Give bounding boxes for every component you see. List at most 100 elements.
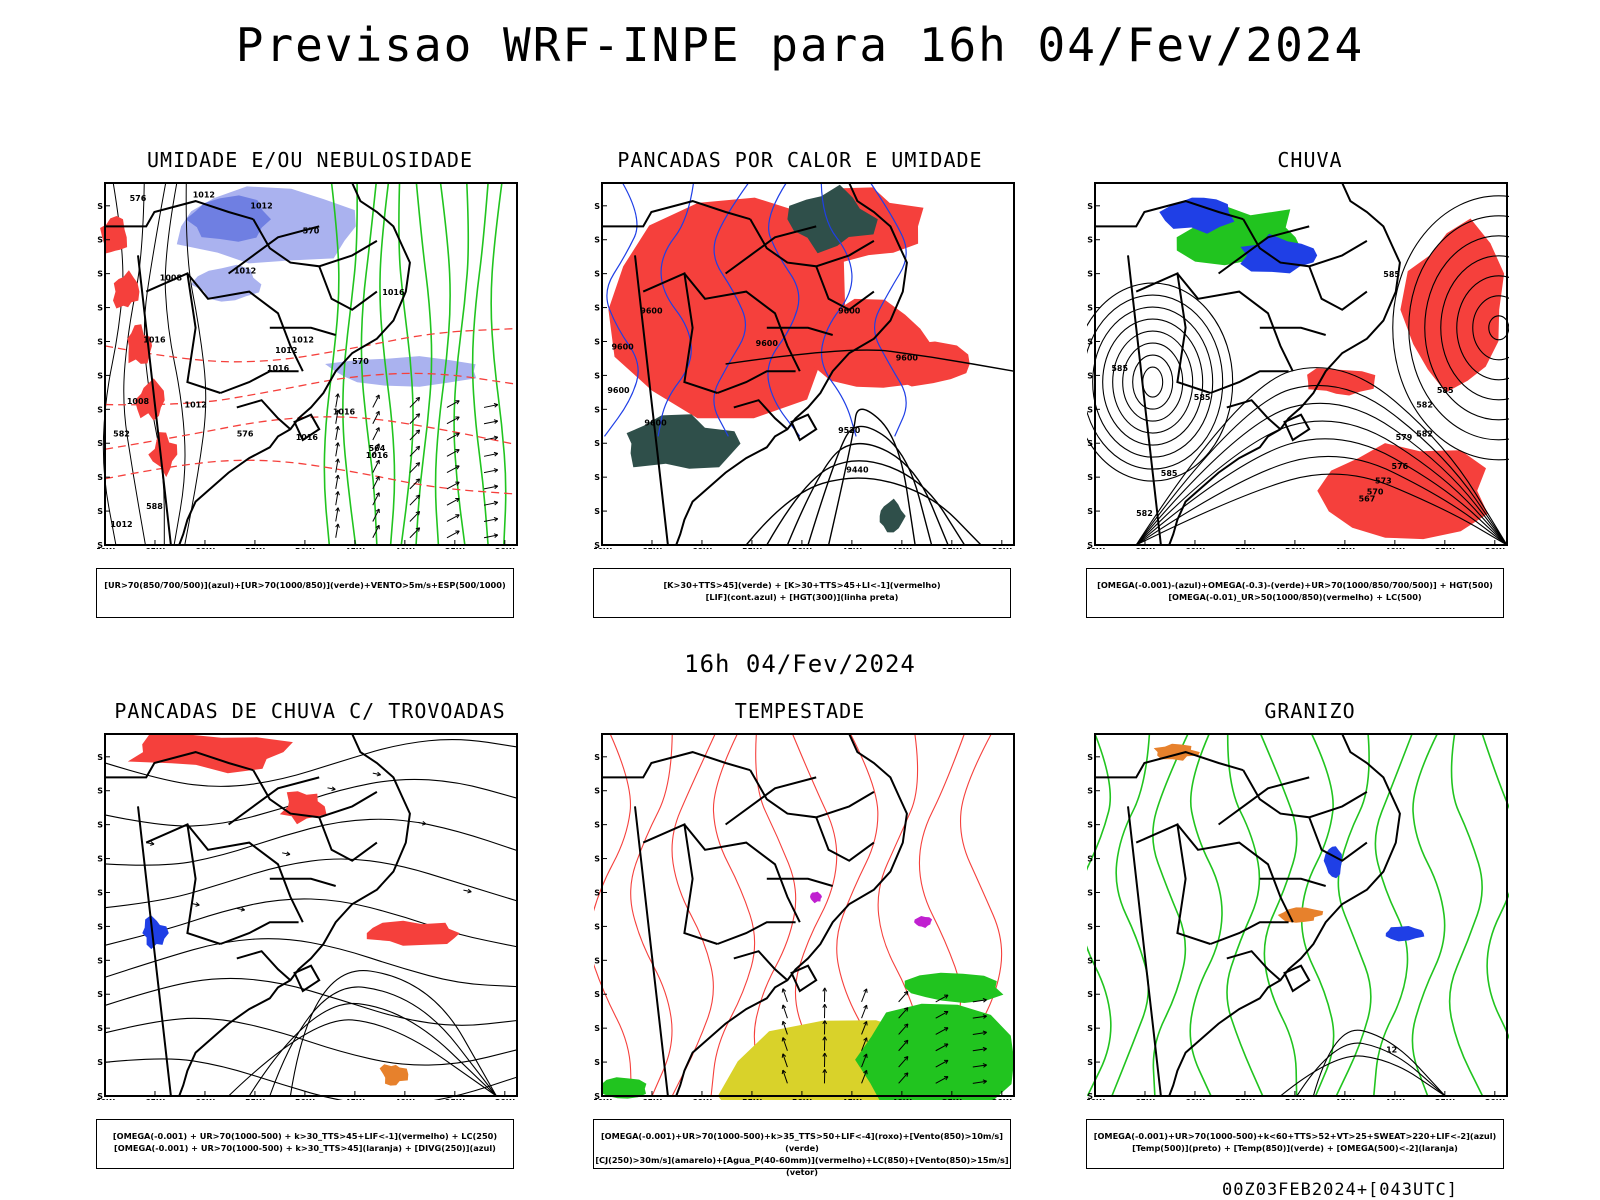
panel-title: PANCADAS POR CALOR E UMIDADE [617, 148, 983, 172]
wind-vector-head [376, 771, 381, 777]
country-border [717, 921, 796, 945]
lon-tick-label: 45W [345, 547, 365, 549]
country-border [766, 326, 833, 336]
wind-vector-head [240, 907, 246, 912]
wind-vector-head [903, 1056, 909, 1061]
run-timestamp: 00Z03FEB2024+[043UTC] [1222, 1180, 1458, 1200]
lon-tick-label: 45W [1335, 1098, 1355, 1100]
lon-tick-label: 35W [1435, 1098, 1455, 1100]
wind-vector-head [944, 1010, 949, 1016]
panel-title: PANCADAS DE CHUVA C/ TROVOADAS [114, 699, 506, 723]
wind-vector [446, 416, 460, 425]
low-humidity-contour [398, 182, 414, 546]
wind-vector [236, 907, 245, 911]
legend-line: [OMEGA(-0.001) + UR>70(1000-500) + k>30_… [112, 1131, 498, 1141]
wind-vector-head [863, 1004, 868, 1010]
wind-vector-head [375, 476, 380, 481]
wind-vector-head [781, 1004, 787, 1009]
wind-vector [446, 465, 460, 474]
wind-vector [935, 1076, 949, 1084]
wind-vector-head [455, 514, 460, 519]
height-contour [807, 425, 933, 546]
country-border [1308, 265, 1368, 311]
temp850-contour [1111, 733, 1151, 1097]
lat-tick-label: 30S [97, 405, 103, 414]
wind-vector [483, 453, 498, 457]
contour-label: 570 [1367, 487, 1384, 496]
wind-vector-head [982, 1046, 987, 1052]
contour-label: 564 [369, 444, 386, 453]
temp850-contour [1372, 733, 1413, 1097]
wind-vector [446, 530, 460, 539]
wind-vector-head [455, 416, 460, 421]
precipitable-water-contour [594, 733, 632, 1097]
wind-vector [446, 514, 460, 522]
wind-vector-head [455, 432, 460, 437]
wind-vector-head [781, 1053, 787, 1058]
contour-label: 585 [1111, 364, 1128, 373]
height-contour [786, 442, 949, 546]
lat-tick-label: 33S [1087, 990, 1093, 999]
wind-vector [446, 498, 460, 506]
contour-label: 12 [1386, 1046, 1397, 1055]
contour-label: 585 [1161, 469, 1178, 478]
lon-tick-label: 50W [1285, 1098, 1305, 1100]
lat-tick-label: 27S [97, 922, 103, 931]
estuary-outline [1283, 964, 1311, 993]
wind-vector [935, 994, 949, 1003]
wind-vector [372, 459, 380, 473]
wind-vector [446, 449, 460, 457]
data-layer [1087, 733, 1509, 1097]
legend-line: [UR>70(850/700/500)](azul)+[UR>70(1000/8… [104, 580, 506, 590]
streamline [289, 969, 497, 1097]
lat-tick-label: 18S [1087, 270, 1093, 279]
lon-tick-label: 60W [195, 547, 215, 549]
wind-vector-head [335, 523, 340, 528]
map-humidity: 1012 1012 1008 1012 1016 1012 1016 1016 1008 1016… [97, 182, 518, 549]
wind-vector [335, 491, 339, 506]
wind-vector [483, 404, 498, 408]
wind-vector-head [863, 1069, 868, 1075]
wind-vector [972, 1064, 987, 1068]
panel-title: CHUVA [1277, 148, 1343, 172]
temp850-contour [1152, 733, 1189, 1097]
panel-legend: [K>30+TTS>45](verde) + [K>30+TTS>45+LI<-… [593, 568, 1011, 618]
country-border [1242, 769, 1368, 819]
contour-label: 582 [113, 429, 130, 438]
wind-vector-head [455, 497, 460, 503]
wind-vector-head [493, 500, 499, 506]
wind-vector-head [903, 1072, 909, 1077]
lat-tick-label: 33S [1087, 439, 1093, 448]
lat-tick-label: 36S [97, 1024, 103, 1033]
lon-tick-label: 60W [1185, 547, 1205, 549]
lon-tick-label: 40W [395, 547, 415, 549]
wind-vector [409, 494, 420, 506]
map-frame [601, 182, 1015, 546]
legend-line: [OMEGA(-0.001) + UR>70(1000-500) + k>30_… [114, 1143, 496, 1153]
data-layer [603, 182, 1015, 546]
coastline [675, 733, 908, 1097]
wind-vector [446, 481, 460, 490]
wind-vector-head [982, 997, 987, 1003]
contour-label: 1012 [193, 190, 215, 199]
country-border [1218, 776, 1310, 826]
country-border [1176, 272, 1294, 372]
lat-tick-label: 21S [594, 304, 600, 313]
lat-tick-label: 12S [97, 753, 103, 762]
panel-legend: [OMEGA(-0.001)-(azul)+OMEGA(-0.3)-(verde… [1086, 568, 1504, 618]
country-border [318, 816, 378, 862]
wind-vector-head [375, 443, 380, 448]
lat-tick-label: 42S [594, 1092, 600, 1100]
wind-vector-head [455, 530, 460, 535]
height-contour [1132, 354, 1174, 410]
strong-wind-area [904, 972, 1004, 1003]
lifted-index-contour [603, 182, 639, 437]
wind-vector-head [493, 451, 499, 457]
wind-vector-head [944, 994, 949, 999]
wind-vector-head [335, 507, 340, 512]
country-border [186, 823, 304, 923]
divergence-area [142, 915, 169, 950]
wind-vector-head [944, 1059, 949, 1064]
lat-tick-label: 42S [1087, 541, 1093, 549]
wind-vector-head [982, 1030, 987, 1036]
